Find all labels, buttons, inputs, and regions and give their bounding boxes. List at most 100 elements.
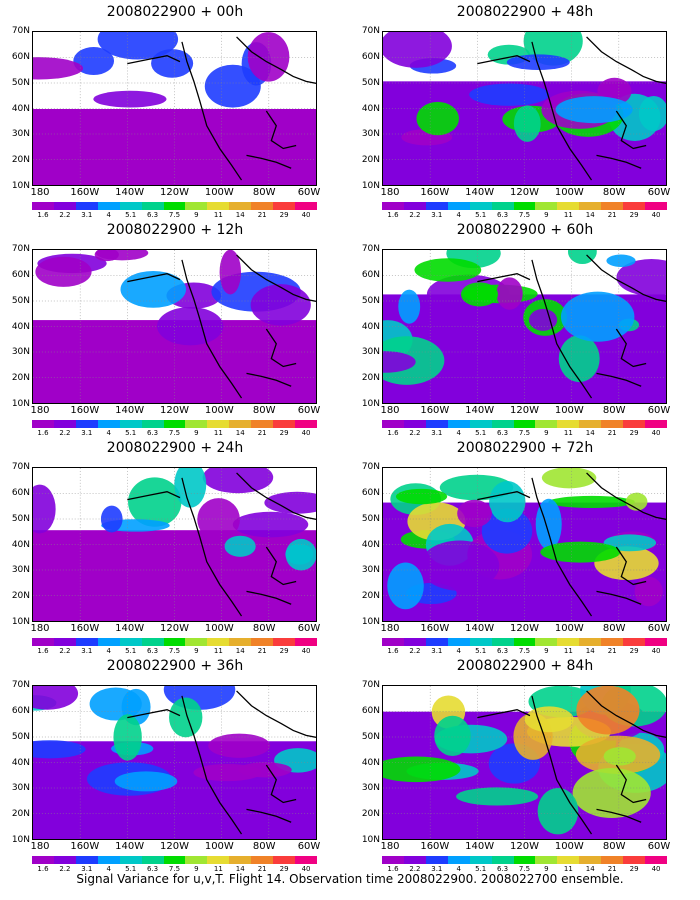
longitude-label: 160W [70,841,100,852]
panel-title: 2008022900 + 12h [106,222,244,238]
colorbar-label: 14 [585,429,595,437]
variance-contour [33,686,79,710]
colorbar-swatch [97,856,120,864]
colorbar-label: 4 [456,429,461,437]
colorbar-label: 7.5 [518,647,531,655]
latitude-label: 40N [11,757,30,768]
variance-contour [555,96,633,124]
colorbar-swatch [425,638,448,646]
colorbar-swatch [623,420,646,428]
colorbar-label: 6.3 [147,429,159,437]
latitude-label: 20N [11,155,30,166]
colorbar-label: 11 [213,865,223,873]
latitude-label: 60N [11,51,30,62]
variance-contour [100,505,123,533]
variance-map [382,685,667,840]
coastline [181,477,243,617]
longitude-label: 80W [252,841,276,852]
colorbar-label: 9 [544,647,549,655]
variance-contour [250,284,311,326]
longitude-label: 100W [554,841,584,852]
variance-contour [489,481,526,523]
latitude-label: 20N [361,591,380,602]
colorbar-label: 21 [607,211,617,219]
variance-contour [603,747,636,766]
colorbar-label: 4 [456,211,461,219]
colorbar-swatch [273,856,296,864]
coastline [531,477,593,617]
colorbar-label: 7.5 [518,429,531,437]
latitude-label: 60N [361,269,380,280]
colorbar-swatch [382,856,404,864]
colorbar-label: 1.6 [387,211,399,219]
colorbar-label: 7.5 [168,429,181,437]
variance-contour [285,538,316,571]
colorbar-label: 2.2 [59,211,71,219]
latitude-label: 30N [361,129,380,140]
longitude-label: 100W [554,623,584,634]
colorbar-swatch [579,420,602,428]
colorbar [32,420,317,428]
panel-title: 2008022900 + 84h [456,658,594,674]
variance-contour [455,357,477,371]
coastline [265,546,297,586]
colorbar-swatch [535,856,558,864]
colorbar-swatch [141,856,164,864]
variance-contour [232,511,309,538]
longitude-label: 60W [647,623,671,634]
colorbar-label: 5.1 [475,865,487,873]
colorbar-label: 21 [257,211,267,219]
variance-contour [387,562,424,610]
longitude-label: 80W [602,841,626,852]
latitude-label: 70N [361,462,380,472]
colorbar-swatch [229,420,252,428]
variance-contour [35,256,92,287]
colorbar-labels: 1.6 2.2 3.1 4 5.1 6.3 7.5 9 11 14 21 29 40 [32,211,317,219]
colorbar-label: 29 [629,865,639,873]
colorbar-swatch [447,638,470,646]
colorbar-label: 6.3 [497,865,509,873]
colorbar-swatch [447,856,470,864]
colorbar-label: 11 [213,211,223,219]
coastline [127,709,181,719]
longitude-label: 60W [297,841,321,852]
latitude-label: 10N [361,399,380,409]
latitude-label: 60N [361,51,380,62]
latitude-label: 20N [361,155,380,166]
colorbar-label: 2.2 [409,211,421,219]
colorbar-swatch [32,638,54,646]
colorbar-label: 1.6 [37,865,49,873]
latitude-label: 60N [11,269,30,280]
colorbar-swatch [295,638,317,646]
variance-map [32,31,317,186]
variance-map [32,685,317,840]
colorbar-swatch [557,202,580,210]
colorbar-label: 6.3 [147,211,159,219]
variance-contour [548,495,635,508]
latitude-label: 60N [361,487,380,498]
variance-contour [383,351,416,373]
colorbar-label: 4 [106,211,111,219]
colorbar-labels: 1.6 2.2 3.1 4 5.1 6.3 7.5 9 11 14 21 29 40 [32,865,317,873]
coastline [596,808,642,823]
longitude-label: 140W [465,187,495,198]
colorbar-swatch [207,420,230,428]
variance-contour [540,541,621,563]
colorbar [382,202,667,210]
latitude-label: 30N [11,129,30,140]
colorbar-label: 40 [651,865,661,873]
latitude-label: 50N [361,295,380,306]
latitude-label: 40N [11,321,30,332]
colorbar-label: 6.3 [497,211,509,219]
longitude-label: 100W [204,187,234,198]
colorbar-label: 2.2 [59,429,71,437]
coastline [586,690,666,738]
colorbar-swatch [557,638,580,646]
colorbar-swatch [295,202,317,210]
latitude-label: 10N [361,835,380,845]
longitude-label: 120W [160,841,189,852]
colorbar-label: 9 [194,429,199,437]
variance-map [32,467,317,622]
colorbar-swatch [185,638,208,646]
colorbar-swatch [491,202,514,210]
